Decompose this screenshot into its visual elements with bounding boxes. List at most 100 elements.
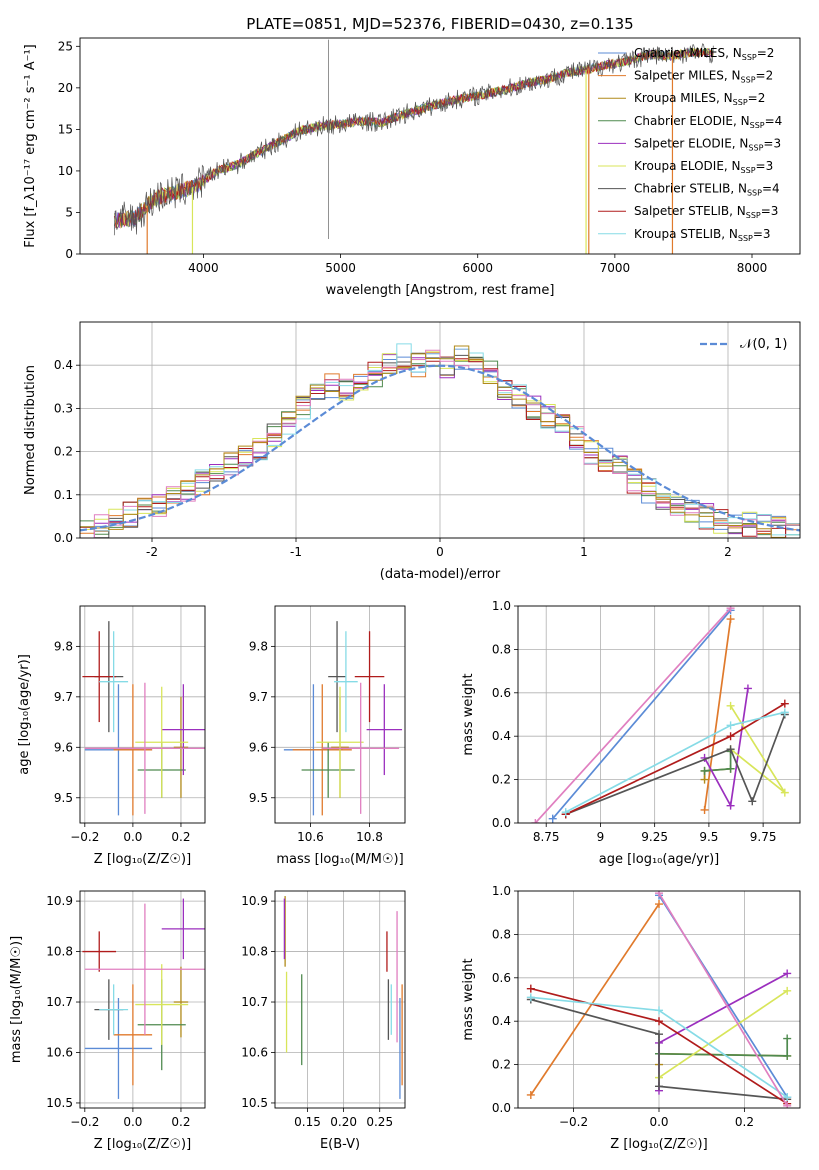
spectrum-line	[113, 48, 714, 229]
residual-plot-area	[80, 343, 800, 538]
series-marker	[748, 797, 757, 806]
y-tick-label: 9.7	[54, 690, 73, 704]
series-marker	[700, 766, 709, 775]
x-tick-label: 5000	[325, 261, 356, 275]
y-tick-label: 0.0	[492, 1101, 511, 1115]
legend-text: Chabrier STELIB, N	[634, 182, 747, 196]
series-marker	[726, 732, 735, 741]
legend-label: 𝒩(0, 1)	[740, 337, 787, 352]
error-bar-point	[99, 631, 129, 733]
normal-curve	[80, 364, 800, 532]
series-line	[534, 607, 732, 823]
legend-text: =3	[756, 159, 774, 173]
y-tick-label: 10.8	[241, 945, 268, 959]
axes-frame	[274, 890, 406, 1109]
series-marker	[726, 615, 735, 624]
y-tick-label: 10.9	[241, 894, 268, 908]
error-bar-point	[354, 631, 385, 723]
chart-spectrum: 4000 5000 6000 7000 8000 0 5 10 15 20 25 wavelength…	[23, 15, 801, 298]
legend-label: Kroupa ELODIE, NSSP=3	[634, 159, 773, 175]
error-bar-point	[82, 931, 117, 972]
series-line	[530, 903, 660, 1096]
legend-text: Salpeter STELIB, N	[634, 204, 746, 218]
scatter-plot-area	[283, 621, 403, 816]
y-tick-label: 10.7	[46, 995, 73, 1009]
scatter-plot-area	[82, 621, 205, 816]
series-marker	[526, 1090, 535, 1099]
x-axis-label: age [log₁₀(age/yr)]	[599, 852, 720, 867]
x-tick-label: 0.0	[123, 830, 142, 844]
series-marker	[548, 814, 557, 823]
axes-frame	[274, 605, 406, 824]
error-bar-point	[161, 684, 205, 776]
legend-text: =2	[756, 69, 774, 83]
legend-text: Chabrier MILES, N	[634, 46, 742, 60]
y-tick-label: 10	[58, 164, 73, 178]
chart-age-vs-mass: 10.6 10.8 9.5 9.6 9.7 9.8 mass [log₁₀(M/M☉)]	[249, 605, 406, 867]
y-axis-label: mass [log₁₀(M/M☉)]	[9, 936, 24, 1063]
x-axis-label: E(B-V)	[320, 1137, 360, 1152]
series-marker	[726, 721, 735, 730]
x-tick-label: 8.75	[533, 830, 560, 844]
legend-label: Kroupa MILES, NSSP=2	[634, 91, 765, 107]
x-tick-label: 7000	[600, 261, 631, 275]
series-marker	[700, 775, 709, 784]
axes-frame	[79, 321, 801, 539]
y-tick-label: 9.5	[249, 791, 268, 805]
legend-label: Chabrier MILES, NSSP=2	[634, 46, 774, 62]
legend-subscript: SSP	[733, 98, 748, 107]
series-marker	[726, 801, 735, 810]
y-tick-label: 0.2	[492, 773, 511, 787]
axes-frame	[517, 890, 801, 1109]
series-marker	[783, 1093, 792, 1102]
y-tick-label: 0	[65, 247, 73, 261]
y-tick-label: 9.8	[249, 639, 268, 653]
axes-frame	[517, 605, 801, 824]
x-axis-label: mass [log₁₀(M/M☉)]	[276, 852, 403, 867]
error-bar-point	[113, 984, 153, 1086]
series-marker	[726, 701, 735, 710]
series-line	[703, 688, 749, 809]
y-tick-label: 0.6	[492, 686, 511, 700]
series-marker	[783, 969, 792, 978]
legend-text: Salpeter MILES, N	[634, 69, 741, 83]
error-bar-point	[173, 966, 189, 1038]
error-bar-point	[322, 682, 400, 814]
y-tick-label: 10.9	[46, 894, 73, 908]
error-bar-point	[135, 964, 189, 1045]
x-tick-label: -1	[290, 545, 302, 559]
chart-mass-weight-vs-Z: −0.2 0.0 0.2 0.0 0.2 0.4 0.6 0.8 1.0 Z [log₁₀(Z/Z…	[461, 884, 801, 1152]
histogram-step	[80, 345, 800, 538]
legend-label: Salpeter ELODIE, NSSP=3	[634, 136, 781, 152]
legend-subscript: SSP	[750, 121, 765, 130]
legend-label: Salpeter MILES, NSSP=2	[634, 69, 773, 85]
error-bar-point	[301, 742, 355, 798]
series-line	[658, 990, 788, 1079]
x-tick-label: 0.2	[171, 830, 190, 844]
x-axis-label: (data-model)/error	[380, 567, 501, 582]
legend-text: Kroupa ELODIE, N	[634, 159, 741, 173]
y-tick-label: 0.3	[54, 401, 73, 415]
legend-subscript: SSP	[738, 234, 753, 243]
series-marker	[726, 764, 735, 773]
x-tick-label: 9.25	[641, 830, 668, 844]
x-tick-label: 4000	[188, 261, 219, 275]
y-tick-label: 0.1	[54, 488, 73, 502]
y-tick-label: 9.6	[54, 740, 73, 754]
y-tick-label: 9.8	[54, 639, 73, 653]
y-tick-label: 1.0	[492, 884, 511, 898]
y-tick-label: 0.0	[492, 816, 511, 830]
chart-title: PLATE=0851, MJD=52376, FIBERID=0430, z=0…	[246, 15, 633, 33]
x-axis-label: wavelength [Angstrom, rest frame]	[326, 283, 555, 298]
y-tick-label: 0.4	[54, 358, 73, 372]
series-marker	[783, 1101, 792, 1108]
error-bar-point	[84, 903, 205, 1035]
error-bar-point	[173, 696, 189, 798]
x-tick-label: 8000	[737, 261, 768, 275]
x-tick-label: 0.2	[171, 1115, 190, 1129]
series-line	[658, 892, 788, 1107]
error-bar-point	[292, 684, 352, 816]
series-marker	[655, 900, 663, 909]
x-tick-label: −0.2	[559, 1115, 588, 1129]
